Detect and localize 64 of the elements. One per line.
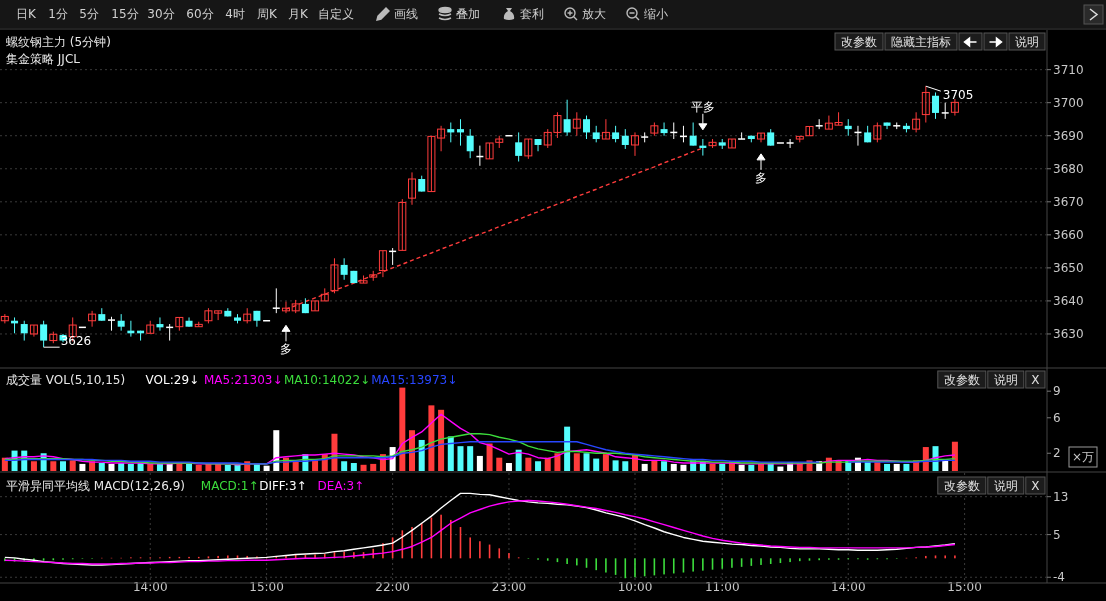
text: 平滑异同平均线 MACD(12,26,9)	[6, 479, 185, 493]
y-tick-label: 3660	[1053, 227, 1084, 242]
annotation: 3705	[942, 88, 974, 103]
data-label: 多	[755, 170, 768, 185]
text: 4时	[225, 7, 245, 21]
y-tick-label: 3630	[1053, 326, 1084, 341]
text: 周K	[257, 7, 279, 21]
y-tick-label: 3640	[1053, 293, 1084, 308]
y-tick-label: 3690	[1053, 128, 1084, 143]
annotation: X	[1031, 479, 1040, 493]
x-tick-label: 10:00	[617, 580, 653, 594]
text: DIFF:3↑	[259, 479, 307, 493]
text: MA10:14022↓	[284, 373, 371, 387]
x-tick-label: 23:00	[491, 580, 527, 594]
annotation: 隐藏主指标	[891, 35, 951, 49]
text: 套利	[520, 7, 544, 21]
annotation: X	[1031, 373, 1040, 387]
x-tick-label: 14:00	[830, 580, 866, 594]
text: 60分	[186, 7, 214, 21]
y-axis-title: ×万	[1071, 450, 1095, 464]
text: 叠加	[456, 7, 480, 21]
text: 集金策略 JJCL	[6, 52, 81, 66]
chart-title: 成交量 VOL(5,10,15)	[6, 373, 126, 387]
y-tick-label: -4	[1053, 569, 1065, 584]
annotation: 3626	[60, 334, 92, 349]
annotation: 改参数	[943, 479, 980, 493]
y-tick-label: 6	[1053, 410, 1061, 425]
chart-title: 螺纹钢主力 (5分钟)	[6, 35, 111, 49]
y-tick-label: 3700	[1053, 95, 1084, 110]
text: MA5:21303↓	[204, 373, 283, 387]
x-tick-label: 14:00	[132, 580, 168, 594]
annotation: 改参数	[841, 35, 877, 49]
data-label: 平多	[690, 99, 715, 114]
text: 1分	[48, 7, 68, 21]
text: VOL:29↓	[145, 373, 200, 387]
annotation: 说明	[993, 373, 1018, 387]
y-tick-label: 3680	[1053, 161, 1084, 176]
text: DEA:3↑	[317, 479, 365, 493]
y-tick-label: 3670	[1053, 194, 1084, 209]
x-tick-label: 22:00	[375, 580, 410, 594]
y-tick-label: 3650	[1053, 260, 1084, 275]
annotation: 说明	[1015, 35, 1039, 49]
x-tick-label: 15:00	[947, 580, 982, 594]
y-tick-label: 2	[1053, 445, 1061, 460]
text: 画线	[394, 7, 418, 21]
y-tick-label: 3710	[1053, 62, 1084, 77]
x-tick-label: 11:00	[704, 580, 740, 594]
data-label: 多	[279, 342, 292, 357]
y-tick-label: 9	[1053, 383, 1061, 398]
text: MACD:1↑	[200, 479, 259, 493]
text: 缩小	[644, 7, 668, 21]
text: 自定义	[318, 7, 354, 21]
text: MA15:13973↓	[371, 373, 458, 387]
text: 15分	[111, 7, 139, 21]
annotation: 改参数	[943, 373, 980, 387]
x-tick-label: 15:00	[249, 580, 284, 594]
text: 放大	[582, 7, 606, 21]
text: 月K	[288, 7, 310, 21]
text: 30分	[147, 7, 175, 21]
y-tick-label: 13	[1053, 489, 1069, 504]
text: 5分	[79, 7, 99, 21]
y-tick-label: 5	[1053, 527, 1061, 542]
text: 日K	[16, 7, 38, 21]
annotation: 说明	[993, 479, 1018, 493]
